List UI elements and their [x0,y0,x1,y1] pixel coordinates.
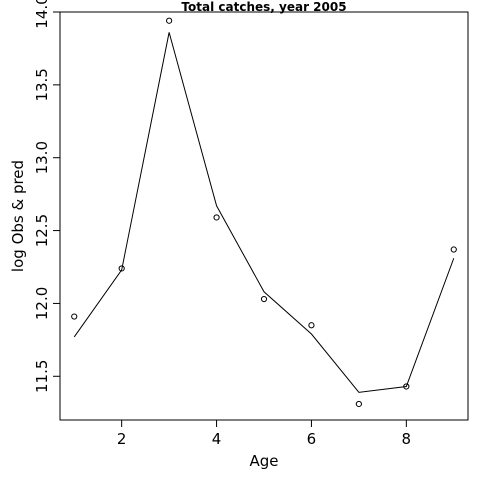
y-axis: 11.5 12.0 12.5 13.0 13.5 14.0 [33,0,60,393]
observed-point [166,17,173,24]
x-axis: 2 4 6 8 [117,420,411,448]
y-tick-label: 11.5 [33,360,51,393]
y-tick-label: 13.0 [33,141,51,174]
x-tick-label: 8 [402,430,412,448]
y-axis-label: log Obs & pred [9,160,27,272]
observed-point [355,400,362,408]
y-tick-label: 14.0 [33,0,51,29]
predicted-line [73,32,455,393]
observed-point [450,246,457,253]
y-tick-label: 12.5 [33,214,51,247]
x-tick-label: 2 [117,430,127,448]
observed-point [403,383,410,390]
x-tick-label: 6 [307,430,317,448]
plot-frame [59,11,469,421]
observed-point [71,313,78,320]
x-tick-label: 4 [212,430,222,448]
chart-title: Total catches, year 2005 [181,0,346,14]
observed-series [71,17,457,408]
observed-point [118,265,125,272]
observed-point [308,322,315,329]
observed-point [213,214,220,221]
y-tick-label: 13.5 [33,68,51,101]
predicted-series [73,32,455,393]
observed-point [260,295,268,303]
y-tick-label: 12.0 [33,287,51,320]
x-axis-label: Age [249,452,278,470]
